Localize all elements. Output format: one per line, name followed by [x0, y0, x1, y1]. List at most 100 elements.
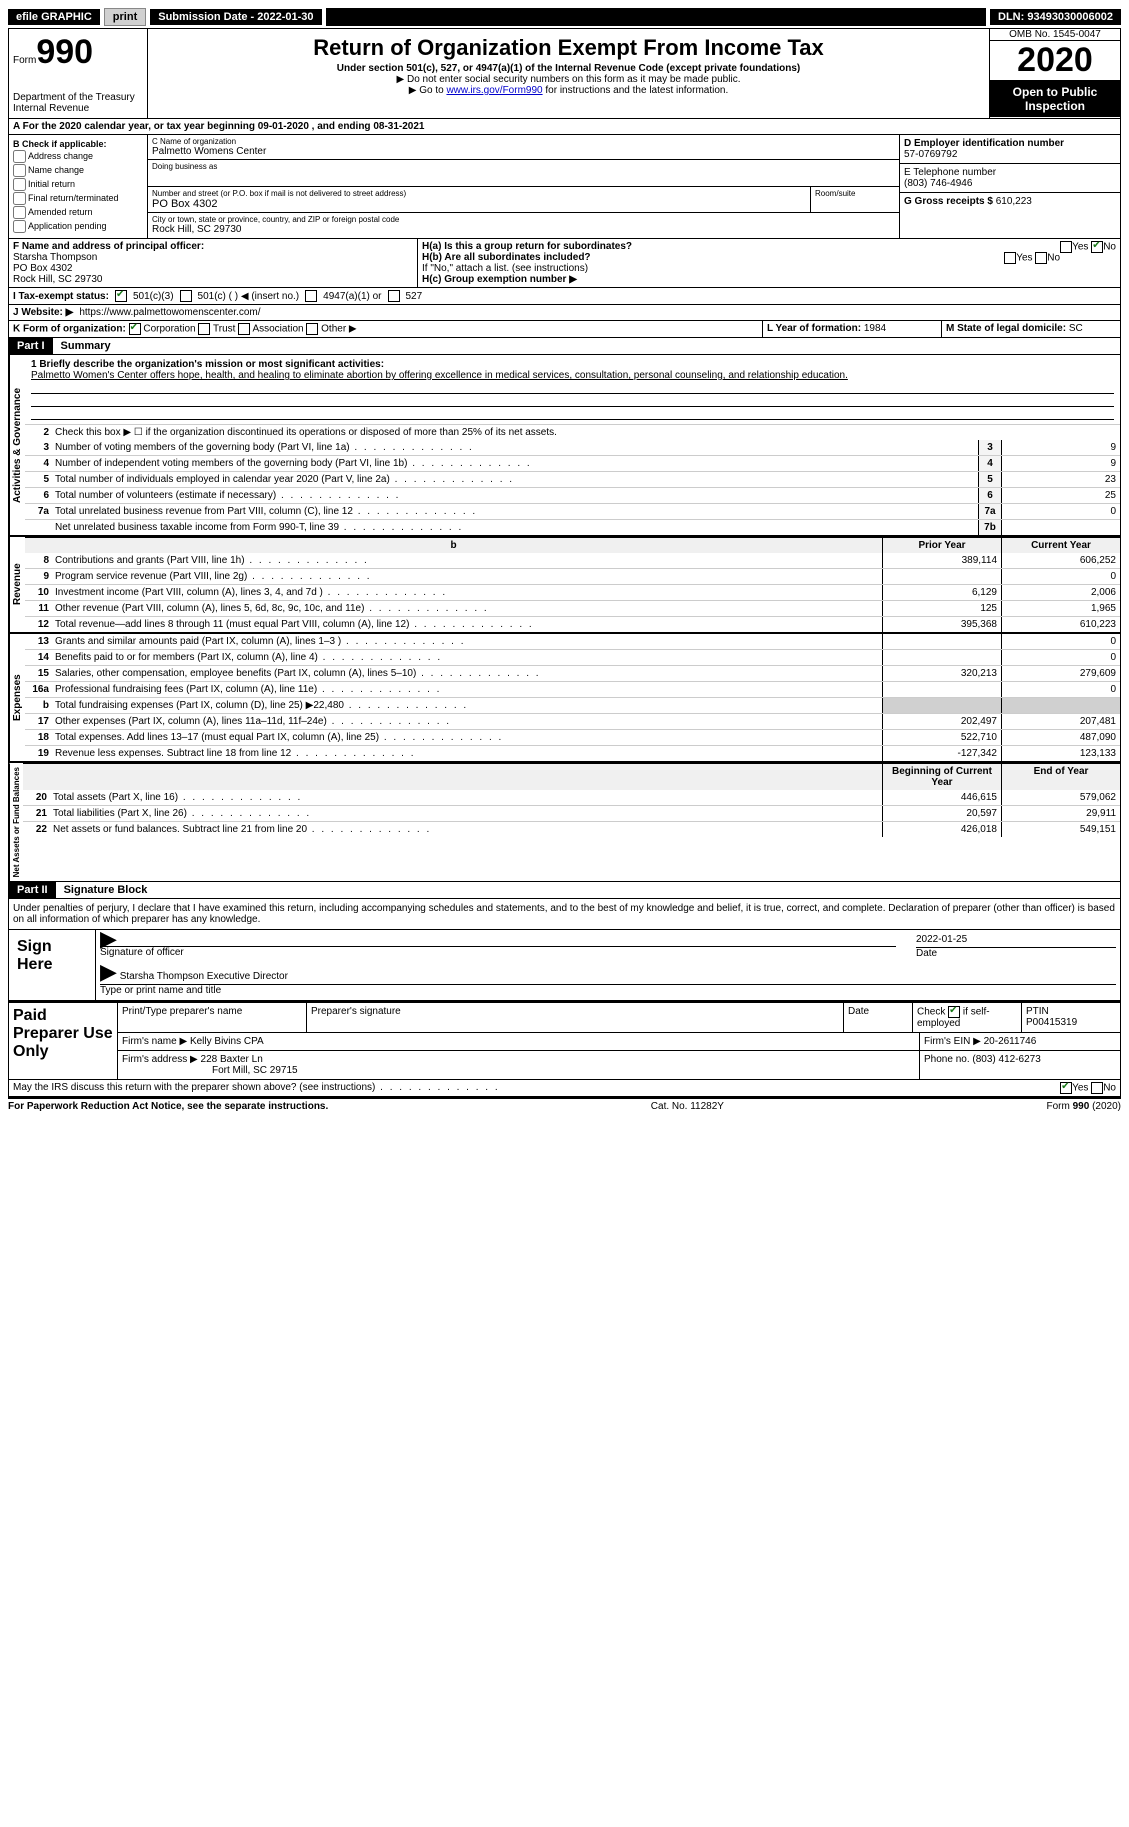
tax-year: 2020 — [990, 40, 1120, 81]
vert-activities: Activities & Governance — [9, 355, 25, 535]
preparer-label: Paid Preparer Use Only — [9, 1003, 118, 1079]
phone-value: (803) 746-4946 — [904, 178, 972, 189]
top-toolbar: efile GRAPHIC print Submission Date - 20… — [8, 8, 1121, 26]
ha-yes: Yes — [1072, 242, 1088, 253]
m-label: M State of legal domicile: — [946, 323, 1066, 334]
col-b-checkboxes: B Check if applicable: Address change Na… — [9, 135, 148, 238]
tax-status-row: I Tax-exempt status: 501(c)(3) 501(c) ( … — [8, 288, 1121, 305]
hb-no-cb[interactable] — [1035, 252, 1047, 264]
cb-final-return[interactable]: Final return/terminated — [13, 192, 143, 205]
l-label: L Year of formation: — [767, 323, 861, 334]
firm-addr-label: Firm's address ▶ — [122, 1054, 198, 1065]
j-label: J Website: ▶ — [13, 307, 73, 318]
prep-h4: Check if self-employed — [913, 1003, 1022, 1032]
firm-phone-label: Phone no. — [924, 1054, 970, 1065]
dln-label: DLN: 93493030006002 — [990, 9, 1121, 25]
year-cell: OMB No. 1545-0047 2020 Open to Public In… — [989, 29, 1120, 118]
discuss-no: No — [1103, 1083, 1116, 1094]
sign-here-label: Sign Here — [9, 930, 96, 1000]
k-trust: Trust — [213, 324, 235, 335]
status-4947-cb[interactable] — [305, 290, 317, 302]
officer-addr2: Rock Hill, SC 29730 — [13, 274, 102, 285]
ha-yes-cb[interactable] — [1060, 241, 1072, 253]
print-button[interactable]: print — [104, 8, 146, 26]
org-name-row: C Name of organization Palmetto Womens C… — [148, 135, 899, 160]
b-title: B Check if applicable: — [13, 139, 107, 149]
date-label: Date — [916, 948, 937, 959]
k-row: K Form of organization: Corporation Trus… — [8, 321, 1121, 338]
gov-line-7b: Net unrelated business taxable income fr… — [25, 519, 1120, 535]
part1-title: Summary — [53, 338, 119, 354]
officer-row: F Name and address of principal officer:… — [8, 239, 1121, 288]
cb-initial-return[interactable]: Initial return — [13, 178, 143, 191]
status-501c-cb[interactable] — [180, 290, 192, 302]
dba-row: Doing business as — [148, 160, 899, 187]
net-line-20: 20Total assets (Part X, line 16)446,6155… — [23, 790, 1120, 805]
ha-label: H(a) Is this a group return for subordin… — [422, 241, 632, 252]
revenue-header: b Prior Year Current Year — [25, 537, 1120, 553]
exp-line-16a: 16aProfessional fundraising fees (Part I… — [25, 681, 1120, 697]
vert-revenue: Revenue — [9, 537, 25, 632]
firm-addr1: 228 Baxter Ln — [201, 1054, 263, 1065]
instructions-link[interactable]: www.irs.gov/Form990 — [446, 85, 542, 96]
firm-addr2: Fort Mill, SC 29715 — [212, 1065, 298, 1076]
preparer-block: Paid Preparer Use Only Print/Type prepar… — [8, 1001, 1121, 1080]
k-trust-cb[interactable] — [198, 323, 210, 335]
subtitle-3: ▶ Go to www.irs.gov/Form990 for instruct… — [152, 85, 985, 96]
header-info-grid: B Check if applicable: Address change Na… — [8, 135, 1121, 239]
rev-line-11: 11Other revenue (Part VIII, column (A), … — [25, 600, 1120, 616]
k-assoc-cb[interactable] — [238, 323, 250, 335]
footer-right: Form 990 (2020) — [1047, 1101, 1121, 1112]
status-4947: 4947(a)(1) or — [323, 291, 381, 302]
city-label: City or town, state or province, country… — [152, 215, 895, 224]
hb-no: No — [1047, 253, 1060, 264]
gov-line-4: 4Number of independent voting members of… — [25, 455, 1120, 471]
dba-label: Doing business as — [152, 162, 895, 171]
d-label: D Employer identification number — [904, 138, 1064, 149]
cb-name-change[interactable]: Name change — [13, 164, 143, 177]
discuss-no-cb[interactable] — [1091, 1082, 1103, 1094]
omb-number: OMB No. 1545-0047 — [990, 29, 1120, 40]
k-assoc: Association — [252, 324, 303, 335]
hb-yes-cb[interactable] — [1004, 252, 1016, 264]
gross-cell: G Gross receipts $ 610,223 — [900, 193, 1120, 210]
part1-body: Activities & Governance 1 Briefly descri… — [8, 355, 1121, 882]
officer-addr1: PO Box 4302 — [13, 263, 72, 274]
g-label: G Gross receipts $ — [904, 196, 993, 207]
phone-cell: E Telephone number (803) 746-4946 — [900, 164, 1120, 193]
cb-app-pending[interactable]: Application pending — [13, 220, 143, 233]
ein-cell: D Employer identification number 57-0769… — [900, 135, 1120, 164]
firm-name: Kelly Bivins CPA — [190, 1036, 264, 1047]
m-state: M State of legal domicile: SC — [942, 321, 1120, 337]
cb-amended[interactable]: Amended return — [13, 206, 143, 219]
k-corp: Corporation — [143, 324, 195, 335]
k-label: K Form of organization: — [13, 324, 126, 335]
discuss-yes-cb[interactable] — [1060, 1082, 1072, 1094]
hb-row: H(b) Are all subordinates included? Yes … — [422, 252, 1116, 263]
discuss-row: May the IRS discuss this return with the… — [8, 1080, 1121, 1097]
gov-line-7a: 7aTotal unrelated business revenue from … — [25, 503, 1120, 519]
cb-address-change[interactable]: Address change — [13, 150, 143, 163]
officer-name: Starsha Thompson — [13, 252, 97, 263]
address-row: Number and street (or P.O. box if mail i… — [148, 187, 899, 213]
part2-title: Signature Block — [56, 882, 156, 898]
org-name: Palmetto Womens Center — [152, 146, 895, 157]
status-501c3-cb[interactable] — [115, 290, 127, 302]
website-url: https://www.palmettowomenscenter.com/ — [79, 307, 260, 318]
hdr-current: Current Year — [1001, 538, 1120, 553]
self-employed-cb[interactable] — [948, 1006, 960, 1018]
status-527-cb[interactable] — [388, 290, 400, 302]
gov-line-3: 3Number of voting members of the governi… — [25, 440, 1120, 455]
net-line-22: 22Net assets or fund balances. Subtract … — [23, 821, 1120, 837]
ha-no-cb[interactable] — [1091, 241, 1103, 253]
part1-header: Part I Summary — [8, 338, 1121, 355]
title-cell: Return of Organization Exempt From Incom… — [148, 29, 989, 118]
row-a-period: A For the 2020 calendar year, or tax yea… — [8, 119, 1121, 135]
k-corp-cb[interactable] — [129, 323, 141, 335]
k-other-cb[interactable] — [306, 323, 318, 335]
footer-mid: Cat. No. 11282Y — [651, 1101, 724, 1112]
declaration-text: Under penalties of perjury, I declare th… — [8, 899, 1121, 930]
preparer-header-row: Print/Type preparer's name Preparer's si… — [118, 1003, 1120, 1033]
exp-line-b: bTotal fundraising expenses (Part IX, co… — [25, 697, 1120, 713]
rev-line-10: 10Investment income (Part VIII, column (… — [25, 584, 1120, 600]
